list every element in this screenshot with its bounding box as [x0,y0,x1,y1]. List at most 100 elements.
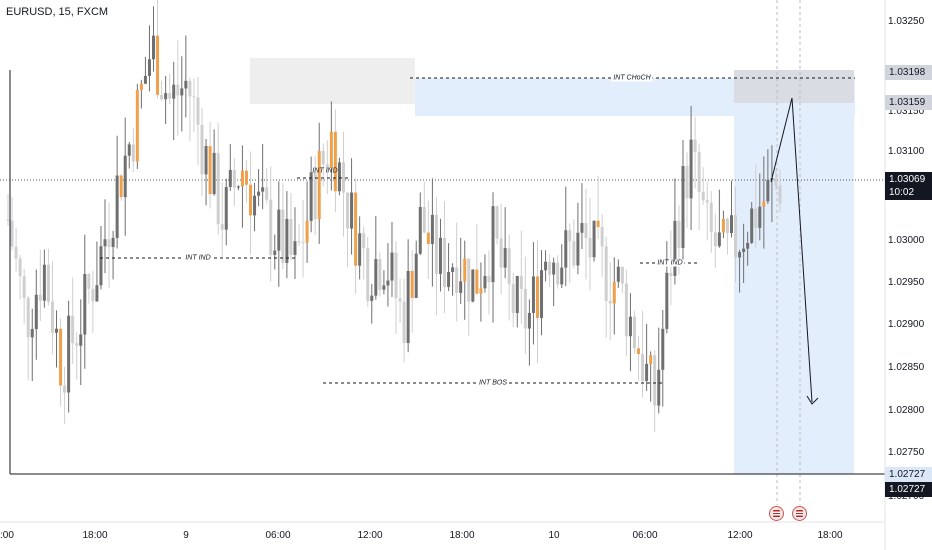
candle-body [370,295,374,301]
candle-body [374,259,378,296]
candle-body [111,237,115,248]
price-tag-value: 1.03069 [889,174,926,185]
candle-body [645,363,649,381]
candle-body [515,275,519,313]
candle-body [746,242,750,249]
time-tick-label: 9 [183,530,189,541]
candle-body [713,232,717,247]
countdown-label: 10:02 [889,187,915,198]
candle-body [774,178,778,186]
candle-body [46,264,50,302]
us-flag-icon[interactable] [792,506,807,521]
candle-body [693,139,697,153]
candle-body [548,261,552,275]
candle-body [143,75,147,84]
time-tick-label: 18:00 [817,530,843,541]
candle-body [729,215,733,234]
candle-body [346,192,350,229]
candle-body [317,150,321,220]
candle-body [180,88,184,96]
candle-body [257,191,261,196]
candle-body [677,220,681,249]
candle-body [588,237,592,258]
price-tick-label: 1.02750 [888,447,925,458]
candle-body [443,237,447,287]
candle-body [572,241,576,266]
candle-body [495,206,499,239]
candle-body [402,301,406,343]
candle-body [147,59,151,76]
candle-body [661,328,665,370]
candle-body [523,288,527,329]
candle-body [491,206,495,283]
candle-body [398,298,402,302]
candle-body [487,276,491,283]
candle-body [172,84,176,99]
candle-body [612,281,616,304]
price-tag: 1.03069 10:02 [885,172,932,200]
candle-body [511,284,515,313]
candle-body [325,164,329,169]
candle-body [83,274,87,335]
candle-body [754,208,758,228]
candle-body [321,150,325,165]
candle-body [669,272,673,276]
time-tick-label: 06:00 [632,530,658,541]
us-flag-icon[interactable] [769,506,784,521]
candle-body [649,355,653,364]
candle-body [50,301,54,333]
int-ind-right-label: INT IND [655,259,685,267]
candle-body [75,343,79,346]
candle-body [350,192,354,229]
price-tick-label: 1.03000 [888,235,925,246]
projection-arrowhead [806,395,819,405]
candle-body [447,271,451,287]
candle-body [244,170,248,185]
price-tick-label: 1.02900 [888,319,925,330]
candle-body [527,312,531,329]
candle-body [386,280,390,286]
candle-body [236,186,240,188]
candle-body [228,169,232,187]
candle-body [164,93,168,100]
candle-body [79,334,83,346]
candle-body [305,220,309,243]
candle-body [240,170,244,187]
time-tick-label: 18:00 [449,530,475,541]
price-tick-label: 1.03150 [888,106,925,117]
candle-body [689,139,693,199]
candle-body [127,144,131,156]
candle-body [249,184,253,216]
candle-body [721,218,725,233]
candle-body [653,355,657,406]
candle-body [685,166,689,199]
candle-body [313,172,317,220]
candle-body [406,270,410,343]
candle-body [293,241,297,255]
candle-body [354,192,358,266]
candle-body [139,83,143,91]
candle-body [103,239,107,247]
candle-body [59,328,63,386]
candles [6,0,782,433]
candle-body [301,242,305,244]
time-tick-label: :00 [0,530,14,541]
candle-body [544,261,548,271]
candle-body [564,230,568,268]
candle-body [18,258,22,277]
candle-body [232,169,236,188]
candle-body [87,274,91,289]
candle-body [123,155,127,198]
candle-body [91,288,95,302]
candle-body [758,206,762,228]
candle-body [414,253,418,298]
candle-body [10,220,14,247]
symbol-title[interactable]: EURUSD, 15, FXCM [6,6,109,18]
candle-body [552,262,556,275]
candle-body [600,227,604,247]
candle-body [459,281,463,293]
candle-body [778,185,782,204]
candle-body [119,175,123,198]
candle-body [540,270,544,318]
